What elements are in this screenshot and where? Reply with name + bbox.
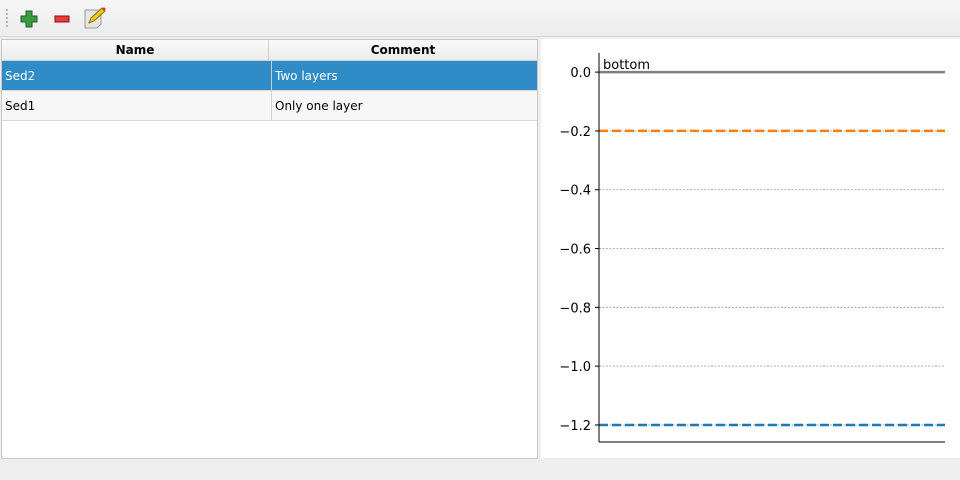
chart-svg: 0.0 −0.2 −0.4 −0.6 −0.8 −1.0 −1.2 bottom	[559, 53, 945, 443]
column-header-name[interactable]: Name	[2, 40, 269, 60]
toolbar-grip[interactable]	[6, 9, 10, 27]
remove-button[interactable]	[50, 6, 74, 30]
layer-plot: 0.0 −0.2 −0.4 −0.6 −0.8 −1.0 −1.2 bottom	[541, 39, 960, 458]
y-tick-label: −0.8	[559, 301, 591, 316]
y-tick-label: −1.0	[559, 360, 591, 375]
annotation-label: bottom	[603, 58, 650, 73]
y-tick-label: −1.2	[559, 419, 591, 434]
add-icon	[20, 10, 38, 28]
cell-comment[interactable]: Only one layer	[275, 98, 363, 113]
cell-comment[interactable]: Two layers	[275, 68, 338, 83]
column-header-comment[interactable]: Comment	[370, 43, 436, 57]
sediment-table: Name Comment Sed2 Two layers Sed1 Only o…	[1, 39, 538, 459]
y-tick-label: −0.2	[559, 125, 591, 140]
table-header: Name Comment	[2, 40, 537, 61]
edit-button[interactable]	[83, 6, 107, 30]
remove-icon	[54, 15, 70, 23]
y-tick-label: −0.6	[559, 243, 591, 258]
y-tick-label: 0.0	[570, 66, 591, 81]
status-bar	[0, 460, 960, 480]
cell-name[interactable]: Sed2	[2, 61, 272, 90]
table-row[interactable]: Sed1 Only one layer	[2, 91, 537, 121]
y-tick-label: −0.4	[559, 184, 591, 199]
add-button[interactable]	[17, 6, 41, 30]
toolbar	[0, 0, 960, 37]
edit-icon	[84, 7, 106, 29]
table-row[interactable]: Sed2 Two layers	[2, 61, 537, 91]
cell-name[interactable]: Sed1	[2, 91, 272, 120]
